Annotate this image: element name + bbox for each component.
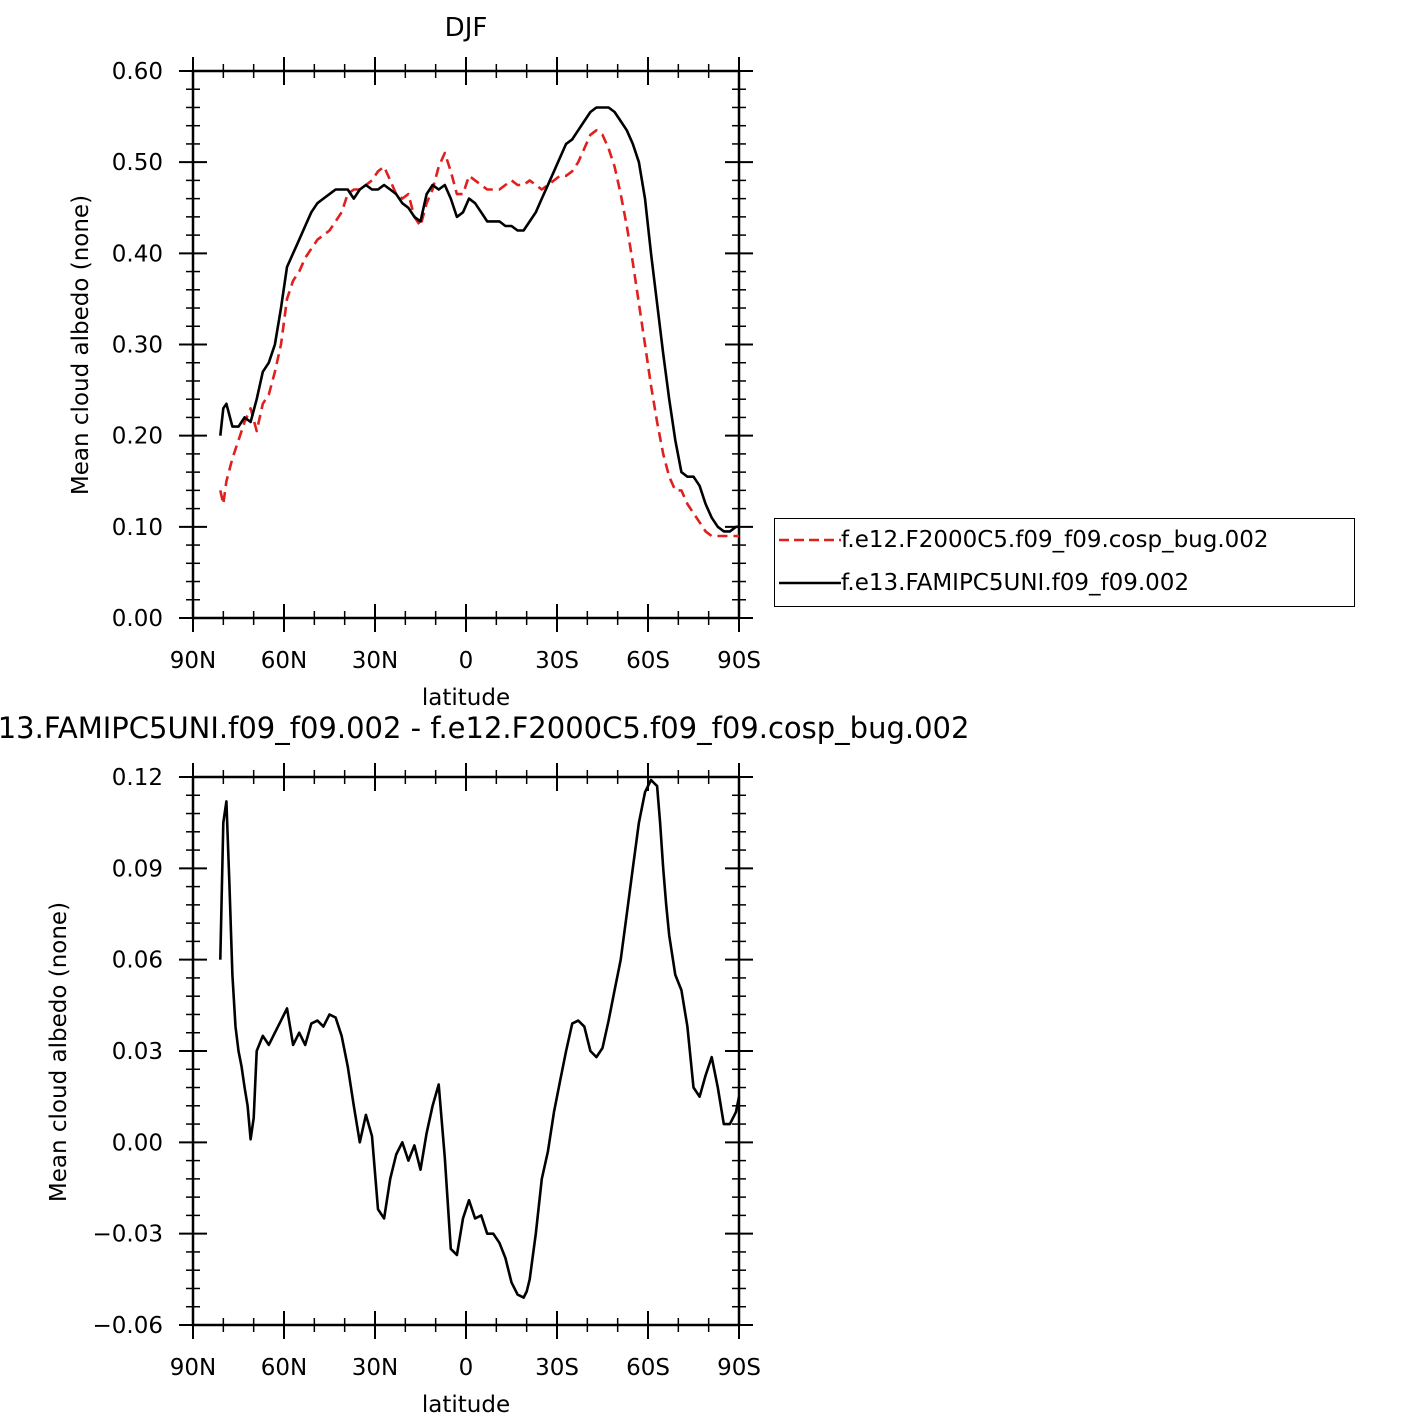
top-x-tick-label: 30S	[535, 648, 579, 674]
legend-label-series-2: f.e13.FAMIPC5UNI.f09_f09.002	[841, 570, 1190, 596]
bottom-x-tick-label: 30S	[535, 1355, 579, 1381]
bottom-x-tick-label: 60N	[261, 1355, 307, 1381]
legend-swatch-dashed-red	[779, 538, 841, 542]
bottom-y-tick-label: 0.03	[112, 1039, 163, 1065]
top-y-tick-label: 0.40	[112, 241, 163, 267]
bottom-y-axis-label: Mean cloud albedo (none)	[46, 902, 72, 1202]
top-y-tick-label: 0.50	[112, 150, 163, 176]
top-y-tick-label: 0.00	[112, 606, 163, 632]
top-x-tick-label: 0	[459, 648, 474, 674]
legend-item-series-2: f.e13.FAMIPC5UNI.f09_f09.002	[775, 568, 1189, 598]
bottom-chart-title: f.e13.FAMIPC5UNI.f09_f09.002 - f.e12.F20…	[0, 711, 969, 745]
top-x-tick-label: 60S	[626, 648, 670, 674]
top-y-tick-label: 0.20	[112, 424, 163, 450]
bottom-x-tick-label: 90S	[717, 1355, 761, 1381]
bottom-x-axis-label: latitude	[422, 1392, 510, 1418]
legend-swatch-solid-black	[779, 581, 841, 585]
top-y-tick-label: 0.30	[112, 333, 163, 359]
bottom-y-tick-label: −0.06	[93, 1313, 163, 1339]
legend: f.e12.F2000C5.f09_f09.cosp_bug.002 f.e13…	[774, 518, 1355, 607]
top-y-tick-label: 0.10	[112, 515, 163, 541]
bottom-plot-frame	[191, 775, 741, 1327]
bottom-y-tick-label: −0.03	[93, 1222, 163, 1248]
legend-item-series-1: f.e12.F2000C5.f09_f09.cosp_bug.002	[775, 525, 1269, 555]
bottom-y-tick-label: 0.06	[112, 948, 163, 974]
legend-label-series-1: f.e12.F2000C5.f09_f09.cosp_bug.002	[841, 527, 1269, 553]
top-x-axis-label: latitude	[422, 685, 510, 711]
top-panel: DJF Mean cloud albedo (none) latitude 0.…	[68, 13, 761, 711]
top-x-tick-label: 60N	[261, 648, 307, 674]
top-series-line-1	[219, 129, 739, 538]
bottom-y-tick-label: 0.12	[112, 765, 163, 791]
bottom-y-tick-label: 0.00	[112, 1130, 163, 1156]
top-x-tick-label: 30N	[352, 648, 398, 674]
top-x-tick-label: 90S	[717, 648, 761, 674]
top-series-line-2	[219, 106, 739, 533]
bottom-x-tick-label: 30N	[352, 1355, 398, 1381]
top-chart-title: DJF	[445, 13, 488, 43]
bottom-x-tick-label: 60S	[626, 1355, 670, 1381]
top-x-tick-label: 90N	[170, 648, 216, 674]
bottom-panel: f.e13.FAMIPC5UNI.f09_f09.002 - f.e12.F20…	[0, 711, 969, 1418]
bottom-y-tick-label: 0.09	[112, 856, 163, 882]
bottom-x-tick-label: 90N	[170, 1355, 216, 1381]
bottom-x-tick-label: 0	[459, 1355, 474, 1381]
top-y-axis-label: Mean cloud albedo (none)	[68, 195, 94, 495]
top-y-tick-label: 0.60	[112, 59, 163, 85]
bottom-series-line-1	[219, 778, 741, 1299]
